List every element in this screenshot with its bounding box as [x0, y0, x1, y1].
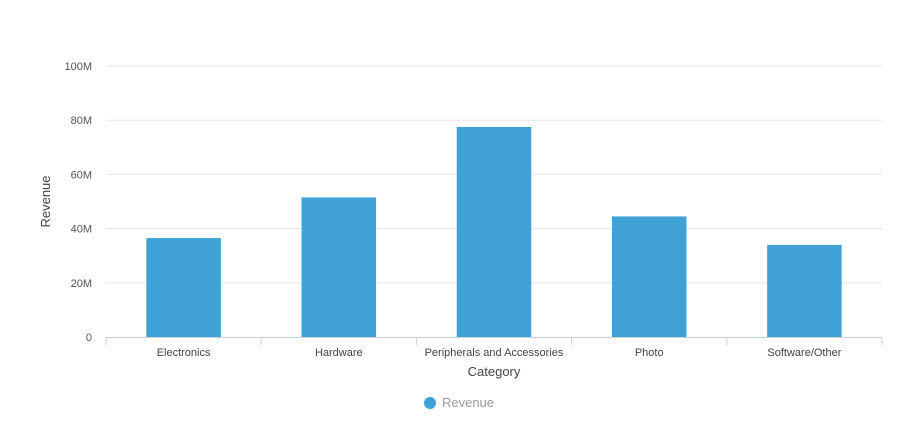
x-tick-label: Software/Other	[767, 347, 841, 359]
bar[interactable]	[146, 238, 221, 337]
legend-label: Revenue	[441, 395, 495, 410]
x-tick-label: Peripherals and Accessories	[425, 347, 564, 359]
y-tick-label: 60M	[71, 169, 92, 181]
x-axis-title: Category	[468, 364, 521, 379]
x-tick-label: Electronics	[157, 347, 211, 359]
bar[interactable]	[611, 216, 687, 337]
bar[interactable]	[456, 126, 532, 337]
y-tick-label: 100M	[64, 61, 92, 73]
axis-layer: 0 20M 40M 60M 80M 100M Electronics Hardware Peri…	[64, 61, 883, 359]
x-tick-label: Photo	[635, 347, 664, 359]
bar[interactable]	[767, 244, 842, 337]
y-axis-title: Revenue	[38, 175, 53, 227]
legend-marker-icon	[423, 396, 436, 409]
y-tick-label: 20M	[71, 278, 92, 290]
bar-layer	[146, 126, 842, 337]
y-tick-label: 40M	[71, 224, 92, 236]
y-tick-label: 80M	[71, 115, 92, 127]
legend[interactable]: Revenue	[0, 395, 918, 410]
y-tick-label: 0	[86, 332, 92, 344]
x-tick-label: Hardware	[315, 347, 363, 359]
bar[interactable]	[301, 197, 377, 337]
